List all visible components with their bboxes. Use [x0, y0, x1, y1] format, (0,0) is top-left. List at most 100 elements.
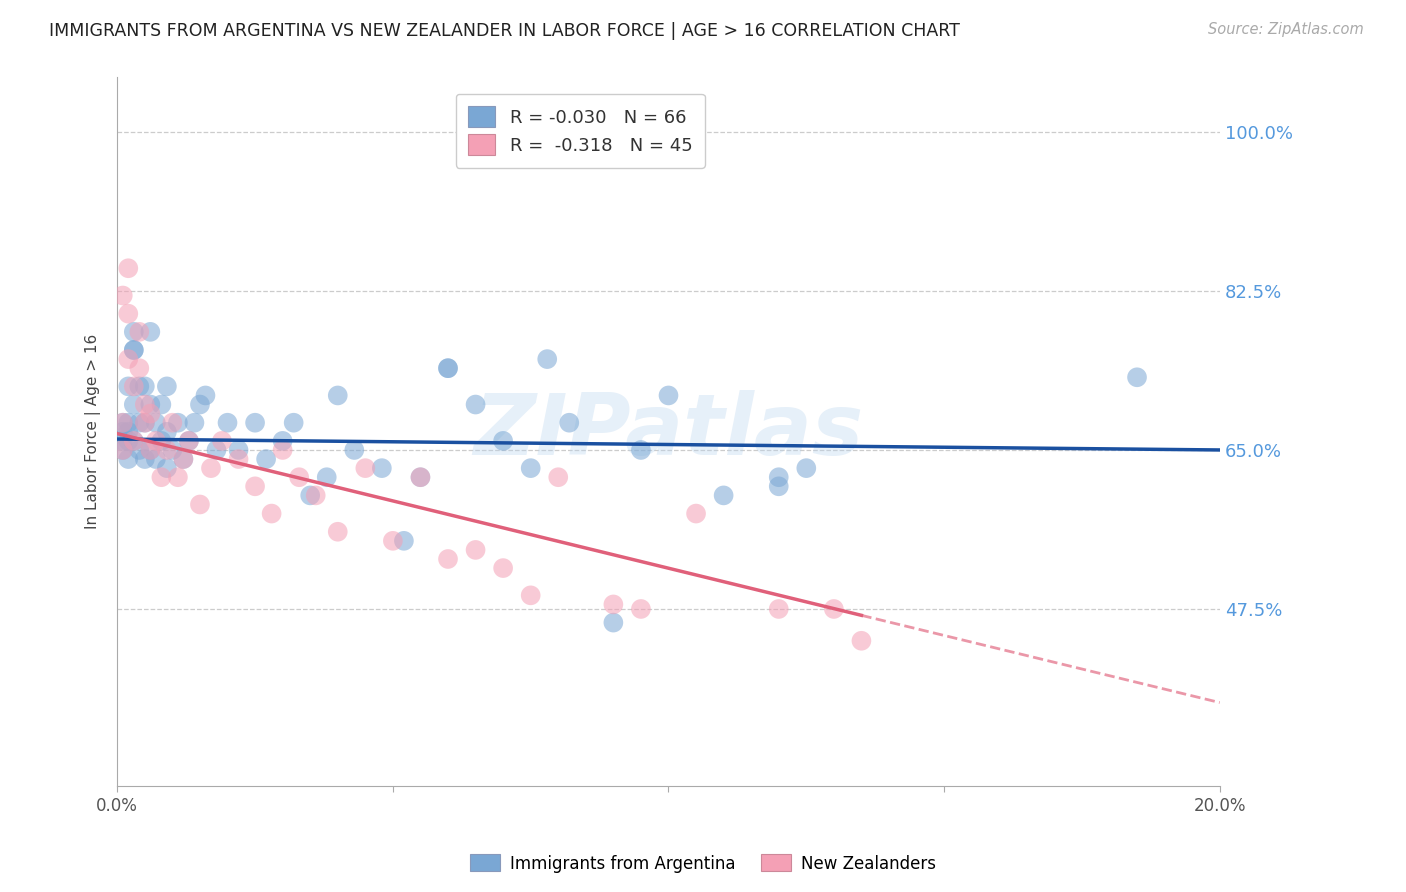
Point: [315, 470, 337, 484]
Point: [139, 407, 162, 421]
Point: [794, 461, 817, 475]
Point: [134, 416, 156, 430]
Point: [768, 602, 790, 616]
Point: [122, 379, 145, 393]
Point: [271, 434, 294, 448]
Point: [122, 325, 145, 339]
Point: [205, 442, 228, 457]
Point: [183, 416, 205, 430]
Point: [768, 470, 790, 484]
Point: [128, 416, 150, 430]
Y-axis label: In Labor Force | Age > 16: In Labor Force | Age > 16: [86, 334, 101, 530]
Point: [492, 561, 515, 575]
Point: [283, 416, 305, 430]
Point: [122, 398, 145, 412]
Point: [134, 452, 156, 467]
Point: [685, 507, 707, 521]
Point: [156, 461, 179, 475]
Point: [117, 352, 139, 367]
Point: [117, 452, 139, 467]
Point: [156, 425, 179, 439]
Point: [657, 388, 679, 402]
Point: [117, 307, 139, 321]
Point: [111, 416, 134, 430]
Point: [122, 343, 145, 357]
Point: [188, 498, 211, 512]
Point: [602, 615, 624, 630]
Point: [547, 470, 569, 484]
Point: [117, 379, 139, 393]
Point: [167, 470, 190, 484]
Point: [111, 442, 134, 457]
Point: [134, 379, 156, 393]
Point: [602, 598, 624, 612]
Point: [519, 588, 541, 602]
Point: [139, 442, 162, 457]
Point: [409, 470, 432, 484]
Point: [122, 343, 145, 357]
Point: [343, 442, 366, 457]
Point: [271, 442, 294, 457]
Point: [177, 434, 200, 448]
Point: [243, 416, 266, 430]
Point: [713, 488, 735, 502]
Point: [823, 602, 845, 616]
Point: [122, 434, 145, 448]
Point: [260, 507, 283, 521]
Point: [217, 416, 239, 430]
Point: [117, 416, 139, 430]
Point: [150, 398, 173, 412]
Point: [437, 361, 460, 376]
Point: [288, 470, 311, 484]
Point: [139, 442, 162, 457]
Point: [139, 325, 162, 339]
Legend: R = -0.030   N = 66, R =  -0.318   N = 45: R = -0.030 N = 66, R = -0.318 N = 45: [456, 94, 704, 168]
Point: [111, 416, 134, 430]
Point: [464, 542, 486, 557]
Point: [172, 452, 194, 467]
Point: [150, 434, 173, 448]
Point: [134, 416, 156, 430]
Point: [492, 434, 515, 448]
Point: [139, 398, 162, 412]
Point: [128, 442, 150, 457]
Point: [111, 442, 134, 457]
Point: [117, 425, 139, 439]
Point: [111, 288, 134, 302]
Text: IMMIGRANTS FROM ARGENTINA VS NEW ZEALANDER IN LABOR FORCE | AGE > 16 CORRELATION: IMMIGRANTS FROM ARGENTINA VS NEW ZEALAND…: [49, 22, 960, 40]
Point: [326, 388, 349, 402]
Point: [128, 361, 150, 376]
Point: [437, 552, 460, 566]
Point: [464, 398, 486, 412]
Point: [354, 461, 377, 475]
Point: [188, 398, 211, 412]
Point: [1126, 370, 1149, 384]
Point: [150, 470, 173, 484]
Point: [172, 452, 194, 467]
Point: [305, 488, 328, 502]
Point: [162, 442, 184, 457]
Point: [122, 434, 145, 448]
Point: [851, 633, 873, 648]
Point: [117, 434, 139, 448]
Point: [211, 434, 233, 448]
Point: [243, 479, 266, 493]
Point: [111, 434, 134, 448]
Legend: Immigrants from Argentina, New Zealanders: Immigrants from Argentina, New Zealander…: [464, 847, 942, 880]
Point: [117, 261, 139, 276]
Point: [392, 533, 415, 548]
Point: [381, 533, 404, 548]
Point: [558, 416, 581, 430]
Point: [299, 488, 322, 502]
Point: [167, 416, 190, 430]
Point: [228, 442, 250, 457]
Point: [200, 461, 222, 475]
Point: [128, 379, 150, 393]
Point: [128, 325, 150, 339]
Point: [177, 434, 200, 448]
Point: [228, 452, 250, 467]
Point: [145, 434, 167, 448]
Point: [194, 388, 217, 402]
Point: [156, 379, 179, 393]
Text: Source: ZipAtlas.com: Source: ZipAtlas.com: [1208, 22, 1364, 37]
